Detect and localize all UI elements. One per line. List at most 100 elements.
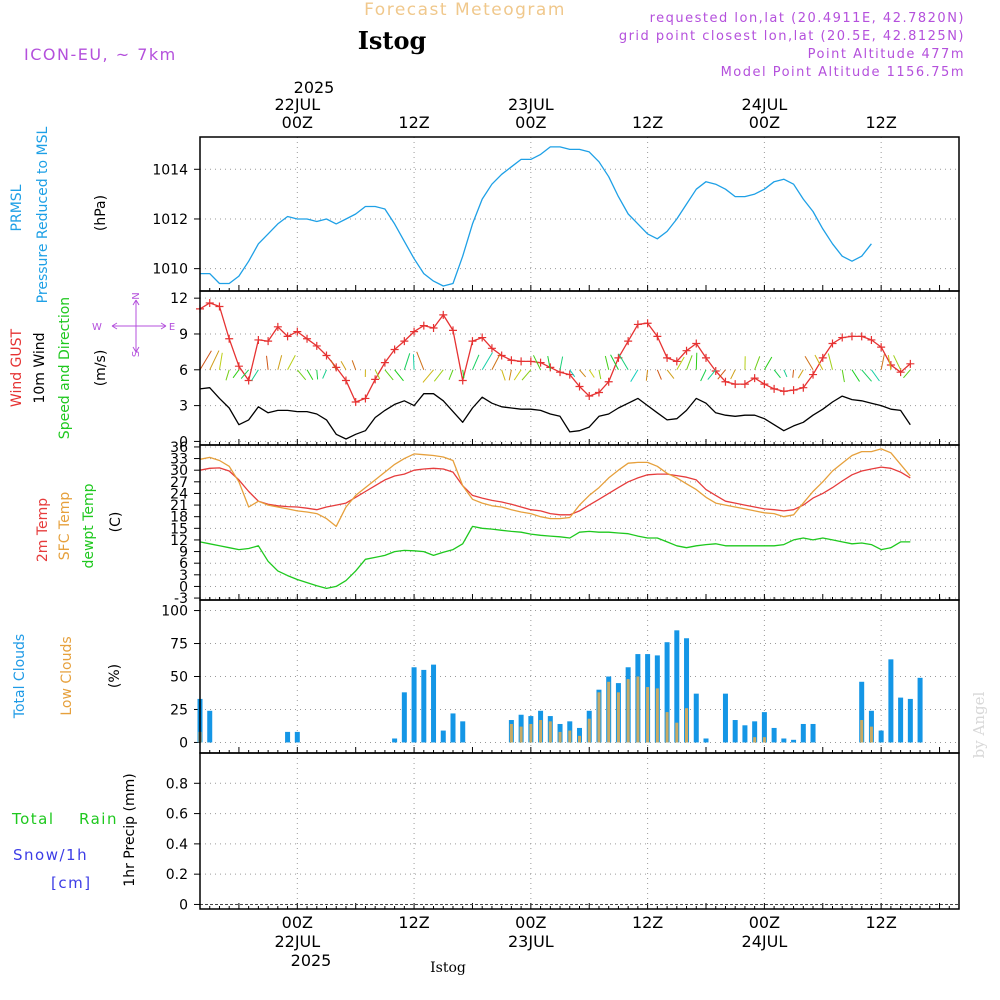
bar-low_clouds	[675, 722, 679, 743]
bar-low_clouds	[529, 723, 533, 743]
y-tick-label: 1012	[152, 212, 188, 228]
y-tick-label: -3	[174, 591, 188, 607]
temp-dew-label: dewpt Temp	[81, 483, 97, 568]
wind-vector	[754, 356, 761, 370]
y-tick-label: 50	[170, 670, 188, 686]
wind-compass-rose: N S W E	[92, 292, 175, 357]
series-line-dew	[199, 525, 911, 590]
bar-low_clouds	[519, 726, 523, 743]
wind-vector	[763, 356, 773, 371]
wind-vector	[225, 369, 230, 381]
bar-low_clouds	[646, 687, 650, 743]
axis-date-label: 22JUL	[274, 932, 320, 951]
wind-vector	[322, 369, 327, 379]
wind-vector	[630, 369, 639, 382]
wind-vector	[501, 369, 506, 381]
gust-point	[663, 353, 672, 362]
wind-10m-label: 10m Wind	[32, 332, 48, 403]
wind-vector	[481, 352, 493, 371]
gust-point	[215, 302, 224, 311]
bar-total_clouds	[460, 721, 466, 743]
gust-point	[273, 322, 282, 331]
wind-gust-label: Wind GUST	[9, 328, 25, 407]
clouds-unit: (%)	[107, 664, 123, 688]
gust-point	[809, 370, 818, 379]
bar-low_clouds	[616, 692, 620, 743]
wind-vector	[433, 369, 444, 382]
bar-low_clouds	[587, 718, 591, 743]
wind-vector	[340, 361, 347, 371]
gust-point	[740, 380, 749, 389]
y-tick-label: 3	[179, 399, 188, 415]
series-line-wind10m	[199, 387, 911, 440]
gust-point	[721, 377, 730, 386]
y-tick-label: 1014	[152, 162, 188, 178]
bar-low_clouds	[762, 737, 766, 743]
bar-low_clouds	[558, 731, 562, 743]
plot-panels: 101010121014036912-303691215182124273033…	[152, 136, 960, 913]
axis-date-label: 22JUL	[274, 95, 320, 114]
gust-point	[439, 310, 448, 319]
bar-low_clouds	[607, 681, 611, 743]
y-tick-label: 27	[170, 475, 188, 491]
gust-point	[410, 327, 419, 336]
y-tick-label: 30	[170, 463, 188, 479]
gust-point	[303, 334, 312, 343]
wind-vector	[287, 355, 296, 371]
axis-time-label: 00Z	[282, 113, 313, 132]
axis-time-label: 00Z	[515, 113, 546, 132]
wind-vector	[351, 360, 357, 370]
bar-total_clouds	[684, 638, 690, 743]
pressure-unit: (hPa)	[93, 195, 109, 231]
bar-low_clouds	[548, 721, 552, 743]
y-tick-label: 21	[170, 498, 188, 514]
gust-point	[332, 363, 341, 372]
prmsl-label: PRMSL	[9, 184, 25, 231]
wind-vector	[871, 369, 880, 382]
gust-point	[653, 332, 662, 341]
wind-vector	[569, 369, 576, 378]
gust-point	[760, 380, 769, 389]
panel-1: 1010 1012 1014	[152, 136, 960, 292]
wind-vector	[316, 369, 319, 380]
gust-point	[585, 392, 594, 401]
y-tick-label: 12	[170, 533, 188, 549]
gust-point	[429, 324, 438, 333]
wind-vector	[773, 369, 781, 379]
wind-vector	[521, 369, 532, 381]
gust-point	[517, 357, 526, 366]
bar-total_clouds	[577, 727, 582, 743]
gust-point	[906, 359, 915, 368]
wind-vector	[416, 351, 425, 370]
gust-point	[731, 380, 740, 389]
bar-total_clouds	[450, 713, 456, 743]
precip-total-label: Total	[11, 810, 55, 828]
gust-point	[702, 353, 710, 362]
axis-time-label: 12Z	[632, 913, 663, 932]
compass-west: W	[92, 322, 102, 333]
y-tick-label: 12	[170, 291, 188, 307]
gust-point	[857, 332, 866, 341]
y-tick-label: 36	[170, 440, 188, 456]
precip-rain-label: Rain	[79, 810, 118, 828]
compass-south: S	[131, 351, 142, 357]
y-tick-label: 0	[179, 735, 188, 751]
bar-low_clouds	[636, 676, 640, 743]
gust-point	[283, 332, 292, 341]
bar-total_clouds	[810, 723, 816, 743]
gust-point	[468, 337, 477, 346]
temp-2m-label: 2m Temp	[35, 498, 51, 562]
gust-point	[750, 374, 759, 383]
wind-vector	[695, 352, 698, 370]
gridpoint-coords: grid point closest lon,lat (20.5E, 42.81…	[619, 29, 965, 44]
gust-point	[682, 346, 691, 355]
wind-vector	[797, 369, 804, 379]
gust-point	[380, 358, 389, 367]
wind-vector	[330, 360, 337, 371]
gust-point	[838, 333, 847, 342]
y-tick-label: 9	[179, 327, 188, 343]
gust-point	[312, 341, 321, 350]
series-line-sfc	[199, 448, 911, 528]
